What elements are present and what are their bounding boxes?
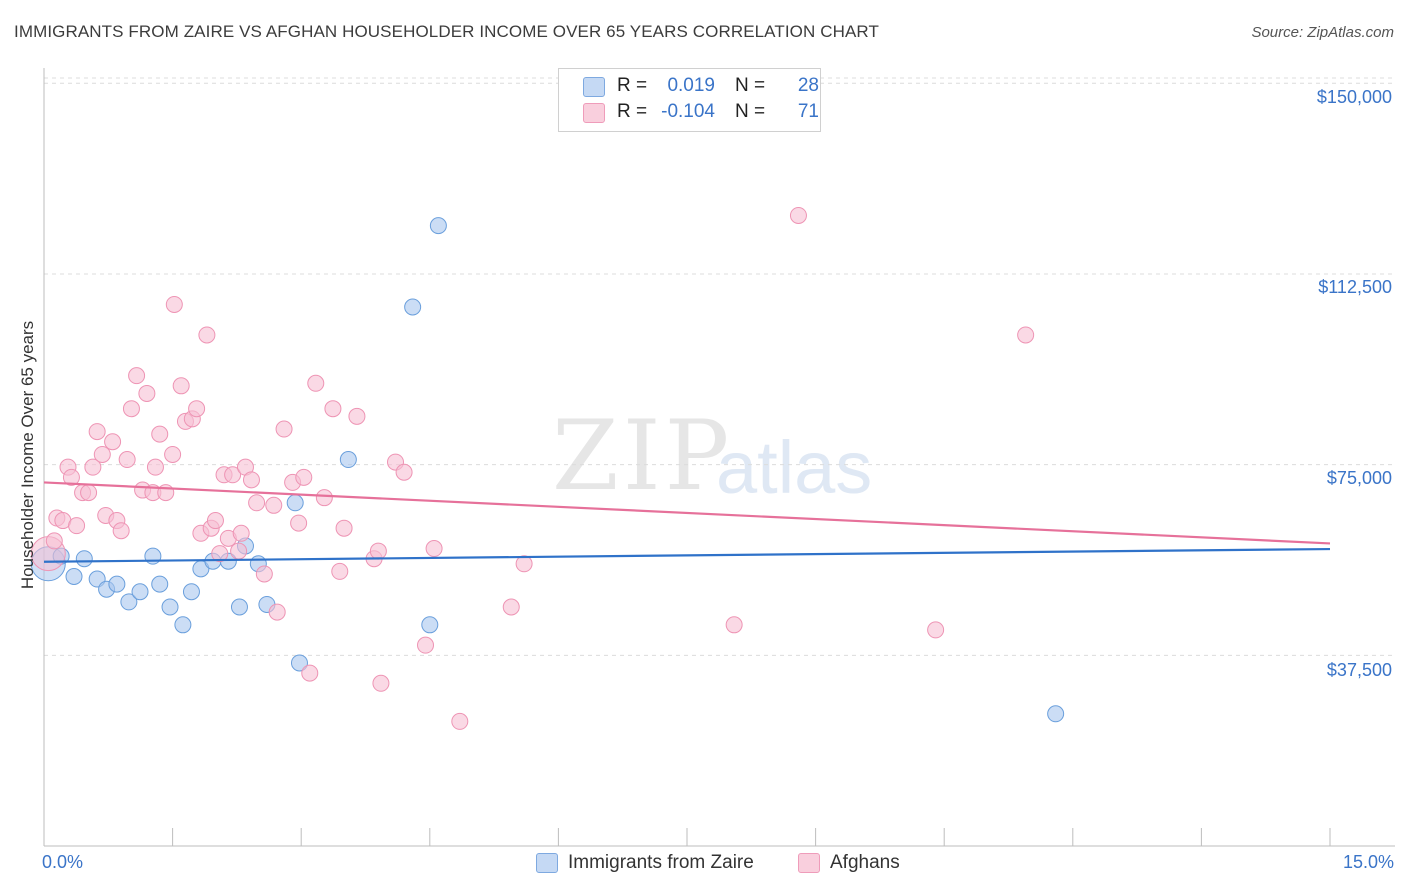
scatter-point <box>395 463 413 481</box>
scatter-point <box>120 593 138 611</box>
scatter-point <box>138 384 156 402</box>
correlation-legend: R = 0.019 N = 28 R = -0.104 N = 71 <box>558 68 821 132</box>
scatter-point <box>348 407 366 425</box>
scatter-point <box>172 377 190 395</box>
y-tick-label: $112,500 <box>1318 277 1392 297</box>
scatter-point <box>286 494 304 512</box>
scatter-point <box>335 519 353 537</box>
bottom-legend-swatch-afghans <box>798 853 820 873</box>
scatter-point <box>515 555 533 573</box>
scatter-point <box>425 540 443 558</box>
scatter-point <box>161 598 179 616</box>
scatter-point <box>128 367 146 385</box>
legend-r-value: -0.104 <box>661 101 715 122</box>
scatter-point <box>122 400 140 418</box>
scatter-point <box>206 512 224 530</box>
scatter-point <box>112 522 130 540</box>
scatter-point <box>88 423 106 441</box>
bottom-legend-label-afghans: Afghans <box>830 852 900 873</box>
scatter-point <box>324 400 342 418</box>
scatter-point <box>502 598 520 616</box>
scatter-point <box>295 468 313 486</box>
scatter-point <box>301 664 319 682</box>
scatter-point <box>108 575 126 593</box>
watermark-zip: ZIP <box>552 400 734 512</box>
scatter-point <box>307 374 325 392</box>
scatter-point <box>75 550 93 568</box>
scatter-point <box>230 542 248 560</box>
y-tick-label: $37,500 <box>1326 660 1392 680</box>
legend-swatch-afghans <box>583 103 605 123</box>
scatter-point <box>417 636 435 654</box>
scatter-point <box>65 567 83 585</box>
scatter-point <box>230 598 248 616</box>
scatter-point <box>927 621 945 639</box>
scatter-point <box>1047 705 1065 723</box>
chart-title: IMMIGRANTS FROM ZAIRE VS AFGHAN HOUSEHOL… <box>14 22 879 41</box>
scatter-point <box>224 466 242 484</box>
y-tick-label: $75,000 <box>1326 468 1392 488</box>
scatter-point <box>315 489 333 507</box>
scatter-point <box>290 514 308 532</box>
scatter-point <box>146 458 164 476</box>
scatter-point <box>164 445 182 463</box>
scatter-point <box>211 545 229 563</box>
scatter-point <box>789 206 807 224</box>
bottom-legend-swatch-zaire <box>536 853 558 873</box>
scatter-point <box>339 451 357 469</box>
scatter-point <box>429 217 447 235</box>
scatter-point <box>151 575 169 593</box>
source-credit: Source: ZipAtlas.com <box>1251 24 1394 41</box>
scatter-point <box>93 445 111 463</box>
legend-n-value: 71 <box>797 101 819 122</box>
legend-r-label: R = <box>617 75 648 96</box>
scatter-point <box>255 565 273 583</box>
legend-r-value: 0.019 <box>667 75 715 96</box>
y-tick-label: $150,000 <box>1316 87 1392 107</box>
scatter-point <box>84 458 102 476</box>
scatter-point <box>1017 326 1035 344</box>
legend-n-label: N = <box>735 101 766 122</box>
scatter-point <box>118 451 136 469</box>
scatter-point <box>725 616 743 634</box>
scatter-point <box>451 712 469 730</box>
scatter-point <box>290 654 308 672</box>
legend-r-label: R = <box>617 101 648 122</box>
scatter-point <box>248 494 266 512</box>
trend-line <box>43 547 1331 563</box>
scatter-point <box>131 583 149 601</box>
bottom-legend-label-zaire: Immigrants from Zaire <box>568 852 754 873</box>
scatter-point <box>268 603 286 621</box>
scatter-point <box>242 471 260 489</box>
scatter-point <box>182 583 200 601</box>
scatter-point <box>198 326 216 344</box>
scatter-point <box>62 468 80 486</box>
scatter-point <box>104 433 122 451</box>
scatter-point <box>232 524 250 542</box>
scatter-point <box>331 562 349 580</box>
scatter-point <box>421 616 439 634</box>
scatter-point <box>265 496 283 514</box>
scatter-point <box>404 298 422 316</box>
scatter-point <box>151 425 169 443</box>
scatter-point <box>372 674 390 692</box>
legend-swatch-zaire <box>583 77 605 97</box>
scatter-point <box>275 420 293 438</box>
watermark-atlas: atlas <box>716 426 873 509</box>
scatter-point <box>68 517 86 535</box>
trend-line <box>43 481 1331 545</box>
y-axis-label: Householder Income Over 65 years <box>18 320 37 590</box>
x-tick-label-max: 15.0% <box>1342 852 1394 872</box>
scatter-point <box>369 542 387 560</box>
scatter-point <box>45 532 63 550</box>
scatter-point <box>165 295 183 313</box>
scatter-point <box>174 616 192 634</box>
scatter-point <box>80 484 98 502</box>
scatter-point <box>188 400 206 418</box>
legend-n-label: N = <box>735 75 766 96</box>
legend-n-value: 28 <box>797 75 819 96</box>
x-tick-label-min: 0.0% <box>42 852 84 872</box>
